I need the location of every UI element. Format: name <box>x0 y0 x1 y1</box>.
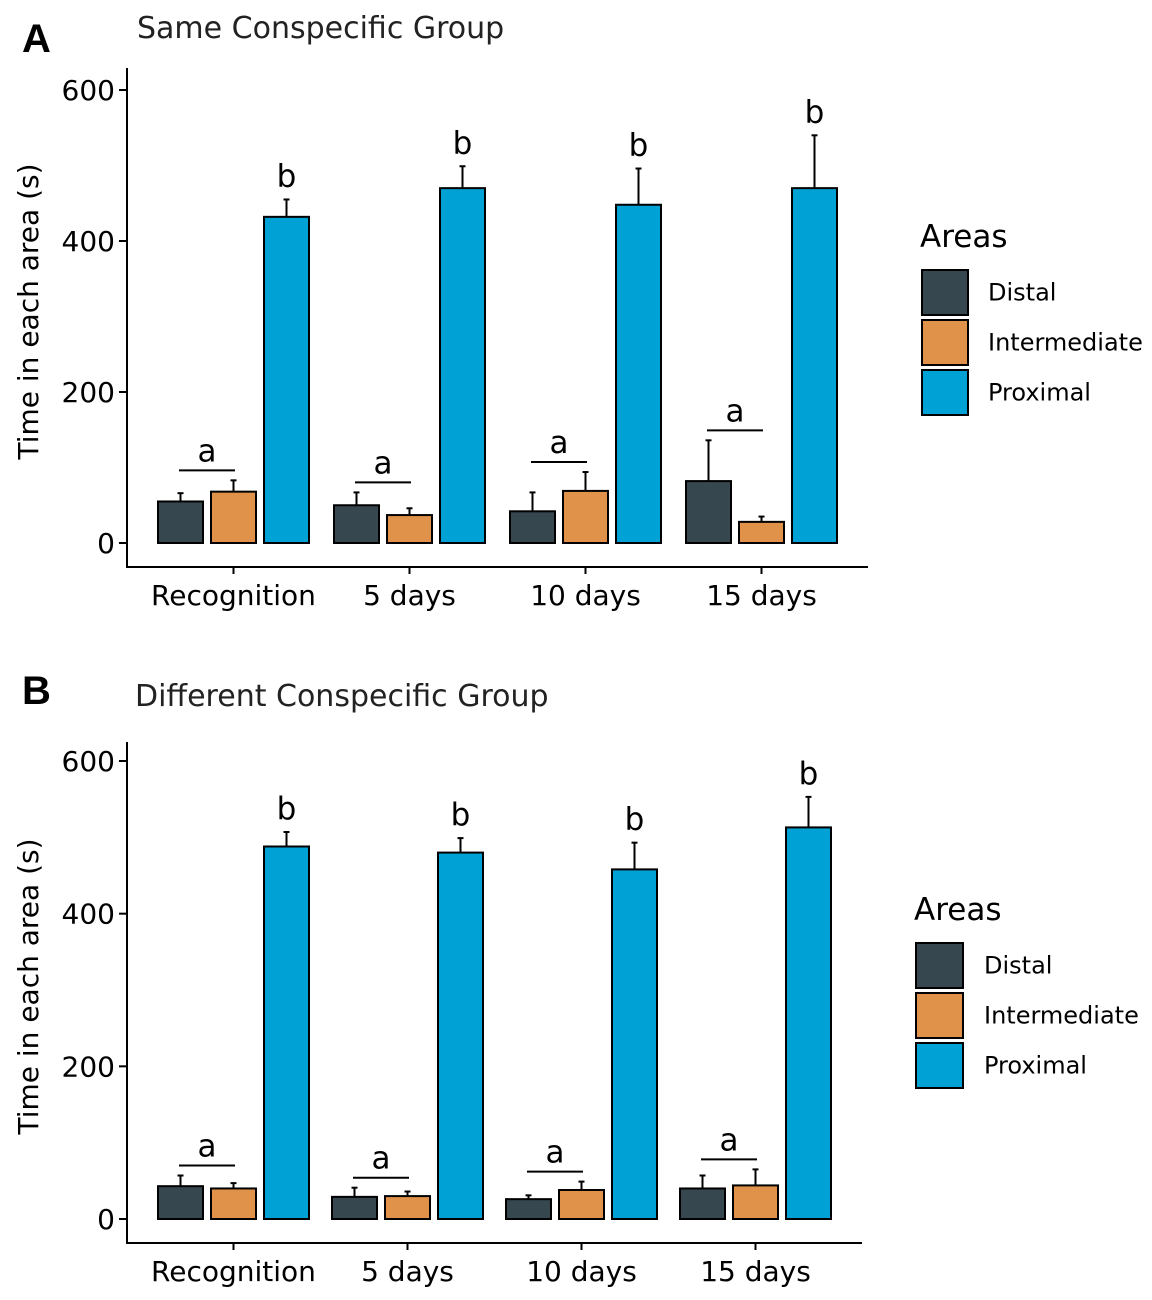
significance-letter-a: a <box>198 433 217 469</box>
bar-group-15-days: a b 15 days <box>679 756 832 1288</box>
significance-letter-b: b <box>277 158 297 194</box>
x-tick-label: Recognition <box>151 1255 316 1288</box>
significance-letter-b: b <box>799 756 819 792</box>
significance-letter-b: b <box>629 128 649 164</box>
x-tick-label: 10 days <box>526 1255 637 1288</box>
bar-distal <box>157 500 204 545</box>
legend-swatch-intermediate <box>915 992 964 1039</box>
y-axis-label: Time in each area (s) <box>12 838 45 1135</box>
y-tick-label: 600 <box>62 74 115 107</box>
chart-panel-a: A Same Conspecific Group 0 200 400 600 Time in… <box>12 11 1143 612</box>
significance-letter-a: a <box>198 1128 217 1164</box>
significance-letter-a: a <box>726 393 745 429</box>
bar-proximal <box>785 826 832 1220</box>
y-tick-label: 0 <box>97 1203 115 1236</box>
legend-label: Distal <box>988 279 1056 307</box>
bar-proximal <box>611 868 658 1220</box>
significance-letter-a: a <box>372 1141 391 1177</box>
bar-intermediate <box>558 1188 605 1220</box>
legend-swatch-proximal <box>921 369 969 416</box>
chart-title: Different Conspecific Group <box>135 679 549 714</box>
bar-distal <box>331 1195 378 1220</box>
significance-letter-b: b <box>453 125 473 161</box>
bar-distal <box>157 1185 204 1220</box>
bar-proximal <box>439 187 486 544</box>
x-tick-label: Recognition <box>151 579 316 612</box>
legend-swatch-intermediate <box>921 319 969 366</box>
legend-swatch-proximal <box>915 1042 964 1089</box>
x-tick-label: 15 days <box>700 1255 811 1288</box>
legend-label: Proximal <box>984 1052 1087 1080</box>
bar-proximal <box>263 845 310 1220</box>
significance-letter-b: b <box>451 797 471 833</box>
significance-letter-a: a <box>374 445 393 481</box>
bar-intermediate <box>210 1187 257 1221</box>
y-tick-label: 600 <box>62 745 115 778</box>
bar-distal <box>509 510 556 545</box>
y-tick-label: 200 <box>62 1050 115 1083</box>
x-tick-label: 5 days <box>363 579 456 612</box>
bar-group-5-days: a b 5 days <box>333 125 486 612</box>
panel-letter: B <box>22 669 51 713</box>
bar-proximal <box>615 203 662 544</box>
chart-panel-b: B Different Conspecific Group 0 200 400 600 Ti… <box>12 669 1139 1288</box>
bar-group-5-days: a b 5 days <box>331 797 484 1288</box>
y-tick-label: 400 <box>62 898 115 931</box>
y-tick-label: 400 <box>62 225 115 258</box>
significance-letter-b: b <box>277 791 297 827</box>
significance-letter-a: a <box>720 1122 739 1158</box>
legend-title: Areas <box>914 892 1002 928</box>
legend-label: Distal <box>984 952 1052 980</box>
chart-title: Same Conspecific Group <box>137 11 504 46</box>
significance-letter-a: a <box>550 425 569 461</box>
legend-title: Areas <box>920 219 1008 255</box>
legend-label: Intermediate <box>988 329 1143 357</box>
panel-letter: A <box>22 17 51 61</box>
bar-distal <box>505 1198 552 1220</box>
significance-letter-a: a <box>546 1135 565 1171</box>
bar-intermediate <box>738 520 785 544</box>
significance-letter-b: b <box>805 94 825 130</box>
legend-swatch-distal <box>921 269 969 316</box>
legend: Areas Distal Intermediate Proximal <box>914 892 1139 1089</box>
bar-distal <box>685 480 732 544</box>
bar-proximal <box>437 851 484 1220</box>
x-tick-label: 5 days <box>361 1255 454 1288</box>
bar-group-recognition: a b Recognition <box>151 158 316 612</box>
bar-intermediate <box>210 490 257 545</box>
bar-group-10-days: a b 10 days <box>505 802 658 1288</box>
x-tick-label: 10 days <box>530 579 641 612</box>
y-tick-label: 200 <box>62 376 115 409</box>
bar-intermediate <box>384 1195 431 1220</box>
bar-proximal <box>791 187 838 544</box>
bar-intermediate <box>732 1184 779 1220</box>
bar-intermediate <box>562 489 609 544</box>
y-tick-label: 0 <box>97 527 115 560</box>
legend: Areas Distal Intermediate Proximal <box>920 219 1143 416</box>
significance-letter-b: b <box>625 802 645 838</box>
y-axis-label: Time in each area (s) <box>12 163 45 460</box>
bar-distal <box>333 504 380 544</box>
bar-group-15-days: a b 15 days <box>685 94 838 612</box>
legend-label: Proximal <box>988 379 1091 407</box>
legend-label: Intermediate <box>984 1002 1139 1030</box>
bar-group-10-days: a b 10 days <box>509 128 662 612</box>
bar-group-recognition: a b Recognition <box>151 791 316 1288</box>
bar-intermediate <box>386 514 433 545</box>
x-tick-label: 15 days <box>706 579 817 612</box>
bar-proximal <box>263 215 310 544</box>
legend-swatch-distal <box>915 942 964 989</box>
bar-distal <box>679 1187 726 1221</box>
